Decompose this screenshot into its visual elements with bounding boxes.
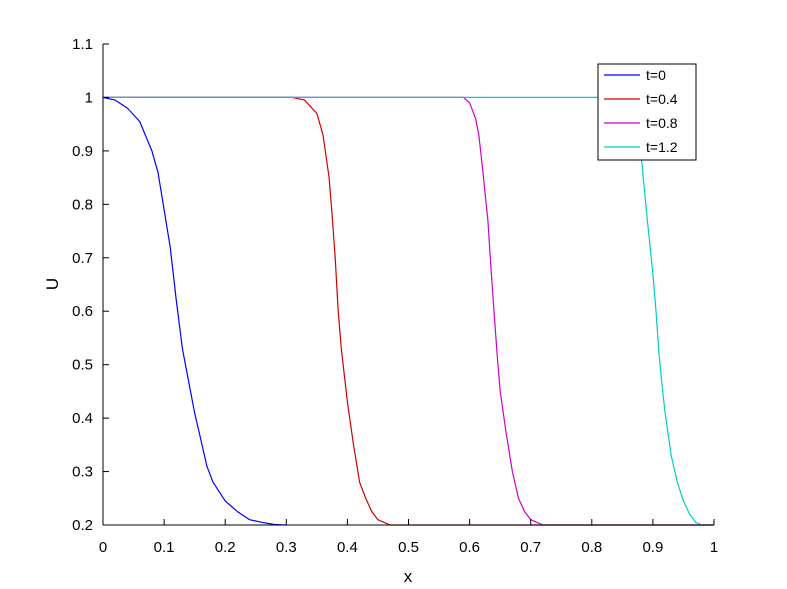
x-tick-label: 0.3 bbox=[276, 539, 297, 556]
x-tick-label: 0.2 bbox=[215, 539, 236, 556]
y-tick-label: 0.5 bbox=[72, 357, 93, 374]
legend-label-0: t=0 bbox=[646, 67, 666, 83]
x-tick-label: 0.4 bbox=[337, 539, 358, 556]
x-ticks: 0 0.1 0.2 0.3 0.4 0.5 0.6 0.7 0.8 0.9 1 bbox=[99, 519, 718, 556]
x-tick-label: 1 bbox=[710, 539, 718, 556]
legend-box bbox=[597, 63, 697, 161]
x-tick-label: 0.9 bbox=[642, 539, 663, 556]
x-tick-label: 0.7 bbox=[520, 539, 541, 556]
y-axis-title: U bbox=[43, 278, 62, 290]
y-tick-label: 0.2 bbox=[72, 517, 93, 534]
x-tick-label: 0 bbox=[99, 539, 107, 556]
legend-label-3: t=1.2 bbox=[646, 139, 678, 155]
series-line-2 bbox=[103, 96, 714, 526]
y-tick-label: 0.6 bbox=[72, 303, 93, 320]
x-tick-label: 0.6 bbox=[459, 539, 480, 556]
y-tick-label: 1 bbox=[85, 89, 93, 106]
series-line-0 bbox=[102, 96, 287, 526]
series-line-1 bbox=[103, 96, 714, 526]
y-tick-label: 0.9 bbox=[72, 143, 93, 160]
y-tick-label: 0.7 bbox=[72, 250, 93, 267]
y-tick-label: 1.1 bbox=[72, 36, 93, 53]
x-tick-label: 0.5 bbox=[398, 539, 419, 556]
legend-label-2: t=0.8 bbox=[646, 115, 678, 131]
y-ticks: 0.2 0.3 0.4 0.5 0.6 0.7 0.8 0.9 1 1.1 bbox=[72, 36, 109, 534]
y-tick-label: 0.8 bbox=[72, 196, 93, 213]
y-tick-label: 0.4 bbox=[72, 410, 93, 427]
x-tick-label: 0.1 bbox=[154, 539, 175, 556]
legend-label-1: t=0.4 bbox=[646, 91, 678, 107]
legend: t=0 t=0.4 t=0.8 t=1.2 bbox=[597, 63, 697, 161]
legend-items: t=0 t=0.4 t=0.8 t=1.2 bbox=[604, 67, 678, 155]
x-axis-title: x bbox=[404, 567, 413, 586]
x-tick-label: 0.8 bbox=[581, 539, 602, 556]
y-tick-label: 0.3 bbox=[72, 464, 93, 481]
